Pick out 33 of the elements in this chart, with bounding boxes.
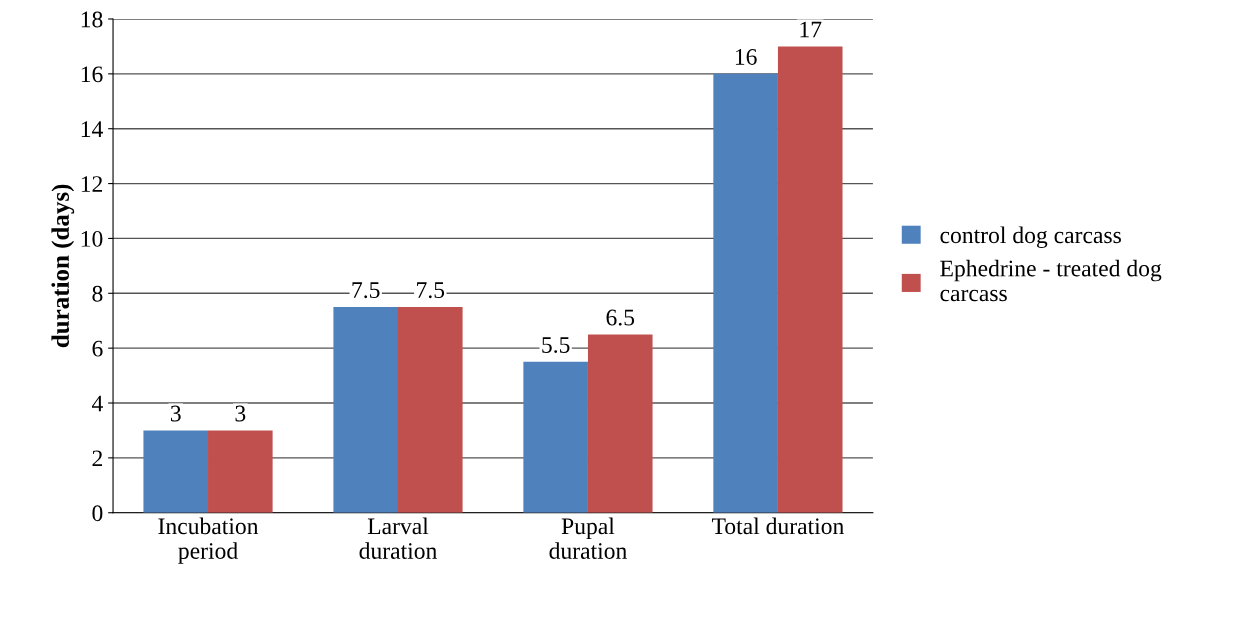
y-tick-label: 14	[81, 121, 103, 137]
bar	[143, 430, 209, 513]
x-tick-label: Pupal duration	[549, 517, 627, 559]
y-tick-label: 10	[81, 230, 103, 247]
data-label: 7.5	[352, 282, 380, 299]
bar	[333, 307, 398, 513]
x-tick-label: Larval duration	[359, 517, 437, 559]
legend-label: Ephedrine - treated dog carcass	[940, 259, 1162, 302]
data-label: 7.5	[417, 282, 445, 299]
data-label: 16	[735, 49, 757, 65]
data-label: 6.5	[606, 309, 635, 326]
bar	[397, 307, 463, 513]
y-tick-label: 4	[91, 395, 103, 412]
y-tick-label: 0	[92, 505, 103, 522]
y-tick-label: 12	[81, 176, 103, 192]
bar	[523, 361, 588, 513]
data-label: 3	[170, 405, 181, 422]
bar	[587, 334, 653, 513]
data-label: 5.5	[542, 337, 570, 354]
data-label: 17	[800, 21, 822, 38]
y-tick-label: 18	[81, 11, 103, 28]
y-tick-label: 6	[92, 340, 103, 357]
data-label: 3	[235, 405, 246, 422]
legend-label: control dog carcass	[940, 226, 1121, 249]
y-tick-label: 2	[92, 450, 103, 467]
x-tick-label: Total duration	[711, 517, 844, 535]
bar	[208, 430, 273, 513]
x-tick-label: Incubation period	[158, 517, 259, 564]
y-tick-label: 8	[92, 285, 103, 302]
bar	[713, 73, 778, 513]
y-axis-title: duration (days)	[51, 184, 75, 348]
y-tick-label: 16	[81, 66, 103, 83]
bar	[777, 46, 843, 513]
